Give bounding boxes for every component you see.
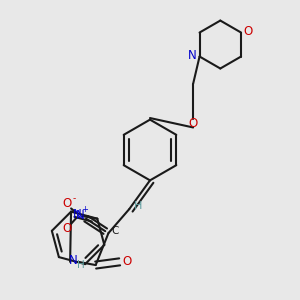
Text: N: N <box>73 208 82 221</box>
Text: H: H <box>134 201 142 211</box>
Text: N: N <box>188 50 196 62</box>
Text: O: O <box>122 255 131 268</box>
Text: C: C <box>112 226 119 236</box>
Text: +: + <box>81 205 88 214</box>
Text: -: - <box>73 194 76 203</box>
Text: H: H <box>77 260 85 270</box>
Text: O: O <box>63 222 72 236</box>
Text: N: N <box>76 209 85 222</box>
Text: O: O <box>244 25 253 38</box>
Text: O: O <box>63 197 72 211</box>
Text: N: N <box>69 254 77 267</box>
Text: O: O <box>188 117 198 130</box>
